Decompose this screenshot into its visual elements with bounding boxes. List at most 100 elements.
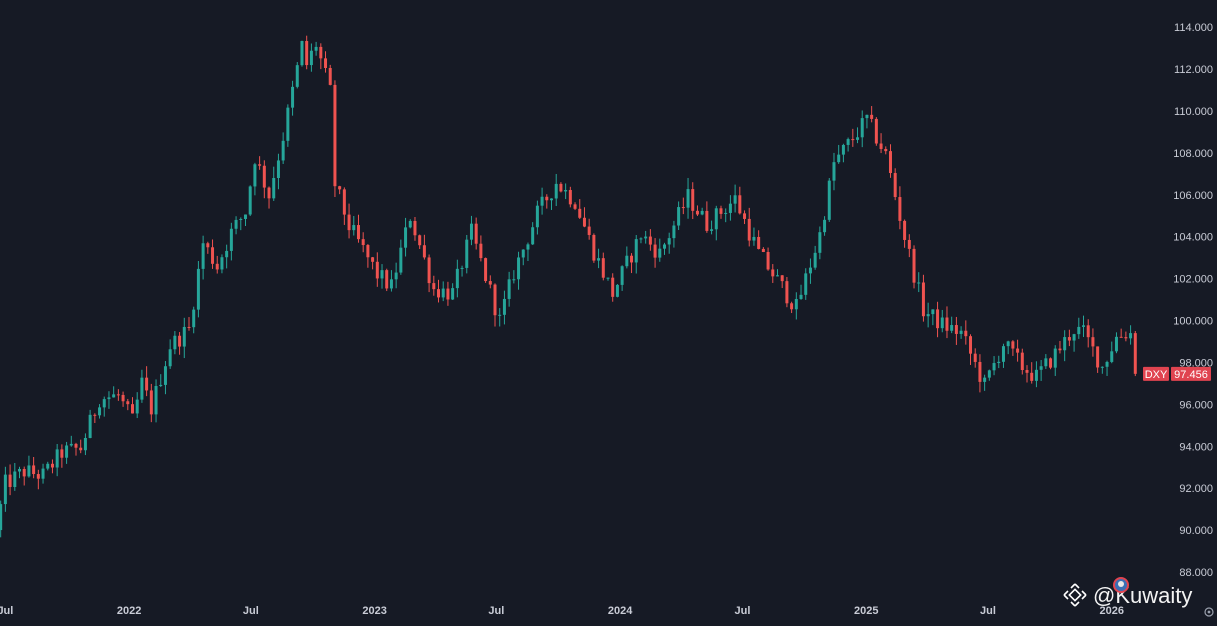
candle-body — [568, 189, 572, 205]
candle-body — [1030, 372, 1034, 381]
candle-body — [658, 248, 662, 258]
candle-body — [173, 335, 177, 350]
candle-body — [917, 282, 921, 284]
candle-body — [790, 303, 794, 310]
candle-body — [234, 219, 238, 229]
candle-body — [149, 390, 153, 415]
candle-body — [964, 330, 968, 337]
candle-body — [1049, 358, 1053, 368]
candle-body — [441, 288, 445, 298]
price-tick-label: 94.000 — [1179, 441, 1213, 453]
candle-body — [309, 50, 313, 66]
candle-body — [239, 218, 243, 220]
last-price-label: 97.456 — [1174, 369, 1208, 381]
candle-body — [907, 239, 911, 249]
candle-body — [427, 257, 431, 284]
time-tick-label: 2025 — [854, 605, 878, 617]
candle-body — [399, 247, 403, 273]
candle-body — [295, 65, 299, 87]
candle-body — [18, 468, 22, 472]
candle-body — [827, 180, 831, 220]
candle-body — [578, 208, 582, 218]
candle-body — [846, 139, 850, 145]
candle-body — [874, 118, 878, 144]
candle-body — [1105, 361, 1109, 367]
last-price-badge-bg — [1171, 366, 1211, 381]
price-tick-label: 92.000 — [1179, 483, 1213, 495]
candle-body — [526, 244, 530, 250]
candle-body — [352, 225, 356, 231]
candle-body — [582, 217, 586, 227]
candle-body — [394, 272, 398, 280]
candle-body — [969, 336, 973, 354]
candle-body — [592, 234, 596, 261]
candle-body — [521, 249, 525, 258]
time-axis[interactable]: Jul 2022 Jul 2023 Jul 2024 Jul 2025 Jul 2026 — [0, 605, 1124, 617]
price-tick-label: 114.000 — [1174, 22, 1213, 34]
candle-body — [634, 239, 638, 263]
candle-body — [1016, 348, 1020, 353]
candle-body — [389, 279, 393, 289]
candle-body — [488, 281, 492, 285]
candle-body — [0, 504, 3, 531]
candle-body — [733, 195, 737, 204]
candle-body — [757, 236, 761, 249]
candle-body — [926, 314, 930, 317]
candle-body — [794, 298, 798, 310]
candle-body — [954, 325, 958, 334]
candle-body — [752, 236, 756, 241]
candle-body — [813, 252, 817, 268]
price-axis[interactable]: 88.000 90.000 92.000 94.000 96.000 98.000 100.… — [1173, 22, 1213, 579]
candle-body — [1124, 337, 1128, 339]
candle-body — [1053, 348, 1057, 368]
candle-body — [159, 384, 163, 386]
candle-body — [611, 277, 615, 297]
candle-body — [154, 385, 158, 415]
candle-body — [187, 326, 191, 328]
candle-body — [738, 195, 742, 214]
candle-body — [983, 377, 987, 382]
candle-body — [168, 349, 172, 367]
candle-body — [823, 219, 827, 233]
candle-body — [347, 214, 351, 231]
binance-logo-icon — [1063, 583, 1087, 607]
candle-body — [55, 449, 59, 468]
candle-body — [681, 207, 685, 209]
candle-body — [851, 139, 855, 141]
candle-body — [107, 397, 111, 400]
candle-body — [206, 243, 210, 248]
settings-gear-icon[interactable] — [1204, 607, 1214, 617]
price-tick-label: 98.000 — [1179, 357, 1213, 369]
candle-body — [253, 164, 257, 187]
candle-body — [1067, 337, 1071, 341]
candle-body — [258, 164, 262, 166]
candle-body — [512, 279, 516, 281]
price-tick-label: 110.000 — [1174, 106, 1213, 118]
candle-body — [761, 248, 765, 253]
candle-body — [667, 238, 671, 245]
candle-body — [620, 266, 624, 285]
candle-body — [22, 468, 26, 477]
candle-body — [69, 443, 73, 446]
candle-body — [8, 474, 12, 487]
price-tick-label: 100.000 — [1173, 316, 1213, 328]
candle-body — [639, 238, 643, 240]
candle-body — [413, 220, 417, 236]
candle-body — [422, 245, 426, 258]
candle-body — [1129, 333, 1133, 339]
candle-body — [446, 288, 450, 300]
candle-body — [860, 118, 864, 138]
candle-body — [912, 248, 916, 283]
candle-body — [1034, 369, 1038, 381]
candle-body — [677, 207, 681, 226]
candle-body — [88, 414, 92, 438]
time-tick-label: 2024 — [608, 605, 633, 617]
candle-body — [705, 210, 709, 231]
candle-body — [60, 449, 64, 458]
price-tick-label: 88.000 — [1179, 567, 1213, 579]
candle-body — [385, 270, 389, 289]
candle-body — [286, 107, 290, 141]
